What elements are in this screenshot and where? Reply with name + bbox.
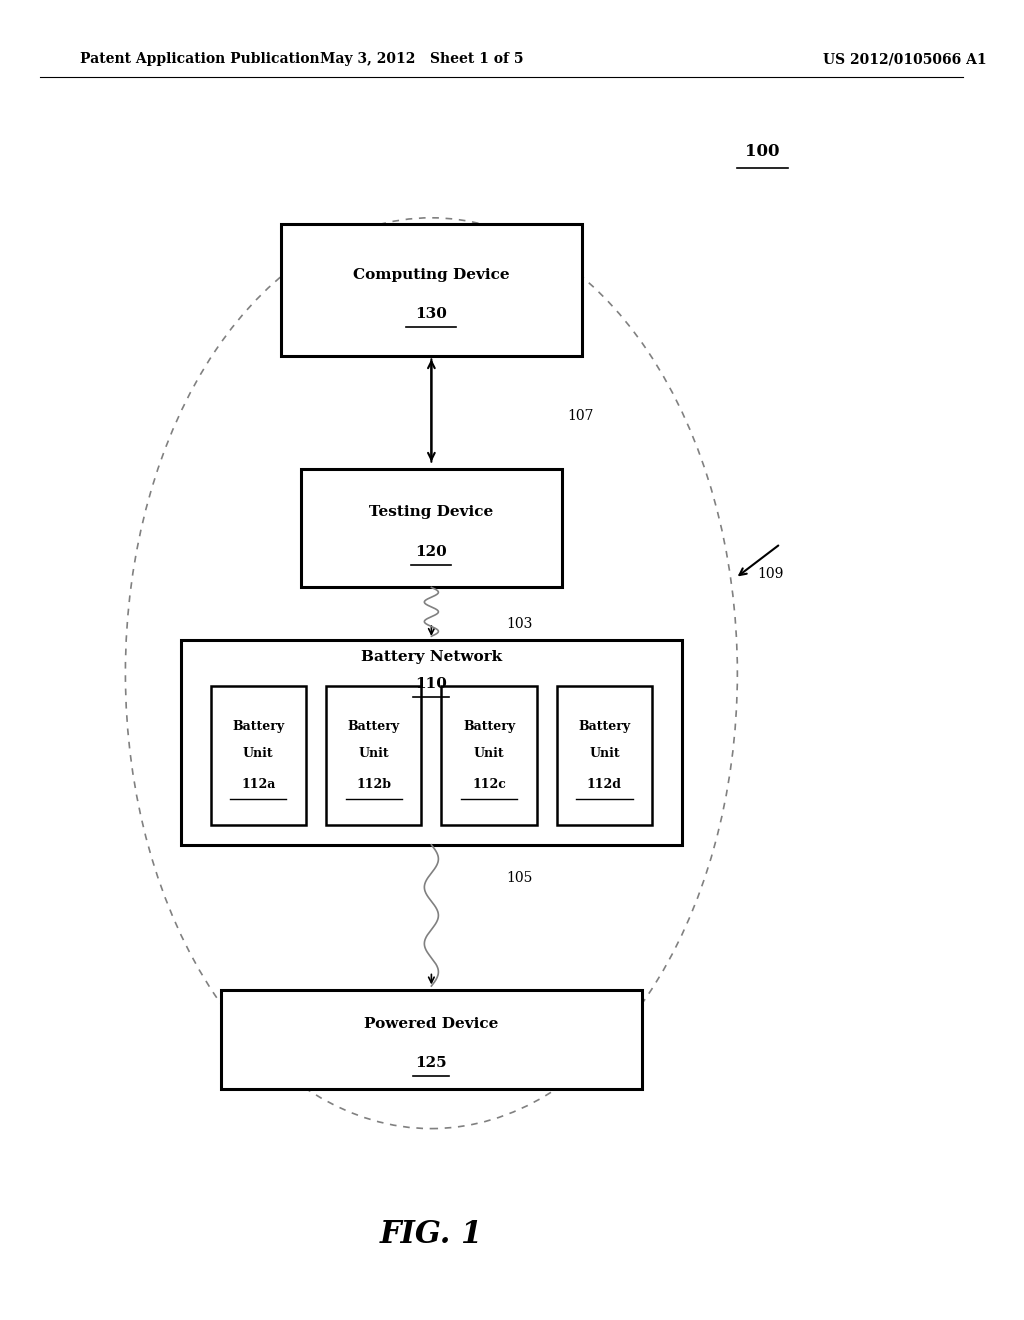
Text: 112b: 112b	[356, 779, 391, 791]
Text: 110: 110	[416, 677, 447, 690]
Text: Computing Device: Computing Device	[353, 268, 510, 281]
Text: 107: 107	[567, 409, 593, 422]
Text: Testing Device: Testing Device	[370, 506, 494, 519]
Text: Unit: Unit	[243, 747, 273, 759]
FancyBboxPatch shape	[301, 469, 562, 587]
FancyBboxPatch shape	[281, 224, 582, 356]
FancyBboxPatch shape	[326, 686, 421, 825]
Text: Battery: Battery	[232, 721, 285, 733]
Text: 112d: 112d	[587, 779, 622, 791]
Text: Unit: Unit	[358, 747, 389, 759]
Text: 112c: 112c	[472, 779, 506, 791]
Text: 103: 103	[507, 618, 534, 631]
Text: Unit: Unit	[474, 747, 505, 759]
Text: 105: 105	[507, 871, 534, 884]
Text: Battery: Battery	[347, 721, 399, 733]
Text: Battery: Battery	[579, 721, 631, 733]
Text: Powered Device: Powered Device	[365, 1016, 499, 1031]
FancyBboxPatch shape	[441, 686, 537, 825]
FancyBboxPatch shape	[221, 990, 642, 1089]
Text: 112a: 112a	[241, 779, 275, 791]
Text: FIG. 1: FIG. 1	[380, 1218, 483, 1250]
Text: US 2012/0105066 A1: US 2012/0105066 A1	[822, 53, 986, 66]
Text: Battery: Battery	[463, 721, 515, 733]
Text: Unit: Unit	[589, 747, 620, 759]
Text: Battery Network: Battery Network	[360, 651, 502, 664]
FancyBboxPatch shape	[557, 686, 652, 825]
FancyBboxPatch shape	[211, 686, 306, 825]
Text: 100: 100	[745, 144, 779, 160]
Text: 125: 125	[416, 1056, 447, 1071]
Text: 120: 120	[416, 545, 447, 558]
Text: 130: 130	[416, 308, 447, 321]
FancyBboxPatch shape	[180, 640, 682, 845]
Text: Patent Application Publication: Patent Application Publication	[80, 53, 319, 66]
Text: 109: 109	[758, 568, 783, 581]
Text: May 3, 2012   Sheet 1 of 5: May 3, 2012 Sheet 1 of 5	[319, 53, 523, 66]
